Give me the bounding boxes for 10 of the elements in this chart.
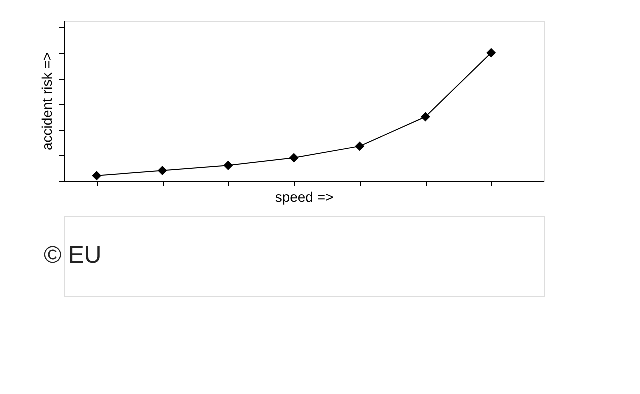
y-axis-title: accident risk => <box>39 52 55 151</box>
x-axis-title: speed => <box>275 189 334 205</box>
point <box>289 153 299 163</box>
point <box>355 142 365 152</box>
point <box>92 171 102 181</box>
point <box>224 160 234 170</box>
point <box>158 166 168 176</box>
point <box>420 112 430 122</box>
text: © EU <box>44 242 102 269</box>
point <box>486 48 496 58</box>
